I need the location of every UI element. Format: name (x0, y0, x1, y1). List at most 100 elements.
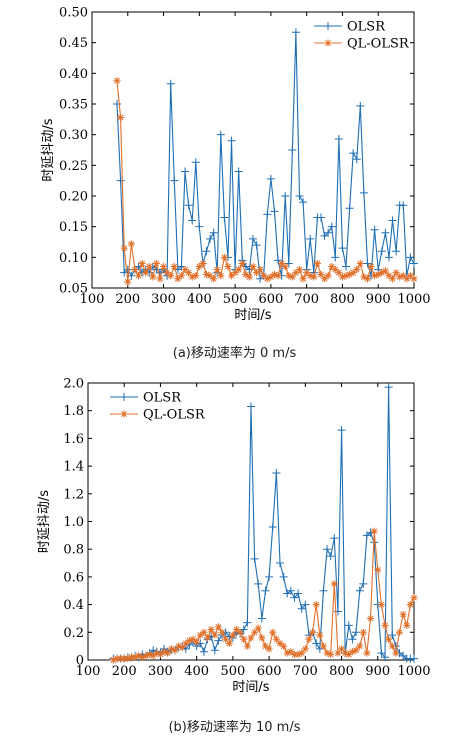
data-point (200, 628, 208, 636)
y-tick-label: 0.20 (59, 190, 88, 205)
data-point (324, 39, 332, 47)
data-point (395, 628, 404, 636)
series-line-olsr (113, 387, 414, 660)
data-point (214, 623, 222, 631)
data-point (305, 635, 313, 643)
data-point (388, 631, 397, 640)
data-point (270, 207, 279, 216)
data-point (346, 270, 354, 279)
data-point (371, 272, 379, 280)
y-tick-label: 2.0 (63, 377, 84, 392)
data-point (195, 262, 203, 271)
data-point (359, 188, 368, 197)
data-point (174, 642, 183, 650)
data-point (367, 262, 375, 271)
data-point (292, 269, 300, 277)
data-point (330, 580, 338, 588)
y-tick-label: 0.2 (63, 626, 84, 641)
data-point (120, 655, 128, 663)
y-tick-label: 0.25 (59, 159, 88, 174)
data-point (316, 631, 324, 639)
data-point (306, 272, 314, 280)
data-point (348, 648, 357, 656)
data-point (249, 262, 257, 271)
data-point (370, 527, 378, 535)
data-point (185, 269, 193, 277)
data-point (327, 222, 336, 231)
data-point (295, 192, 304, 200)
x-tick-label: 1000 (397, 292, 430, 307)
data-point (189, 635, 197, 643)
data-point (156, 275, 164, 283)
data-point (192, 272, 200, 280)
x-tick-label: 600 (257, 664, 282, 679)
y-tick-label: 1.2 (63, 487, 84, 502)
data-point (202, 270, 211, 279)
data-point (254, 579, 263, 588)
data-point (352, 646, 360, 654)
data-point (206, 234, 215, 243)
data-point (160, 648, 168, 656)
data-point (193, 638, 201, 646)
data-point (263, 275, 271, 283)
plot-frame (91, 11, 415, 289)
data-point (220, 213, 229, 222)
data-point (392, 247, 401, 256)
data-point (295, 266, 304, 274)
data-point (287, 648, 295, 656)
data-point (167, 645, 175, 653)
data-point (281, 192, 290, 200)
data-point (279, 572, 288, 581)
data-point (109, 656, 117, 664)
data-point (388, 216, 397, 225)
data-point (310, 273, 318, 281)
data-point (239, 625, 248, 634)
data-point (326, 552, 335, 561)
data-point (410, 259, 418, 268)
data-point (281, 262, 289, 271)
x-tick-label: 300 (151, 292, 176, 307)
data-point (319, 642, 328, 650)
data-point (152, 259, 160, 268)
data-point (377, 247, 386, 256)
y-tick-label: 0.15 (59, 220, 88, 235)
data-point (243, 642, 251, 650)
data-point (265, 572, 274, 581)
y-tick-label: 0.10 (59, 251, 88, 266)
x-tick-label: 200 (112, 664, 137, 679)
data-point (335, 269, 343, 277)
chart-a: 100 200 300 400 500 600 700 800 900 1000 0.05 0.10 0… (41, 6, 431, 324)
data-point (266, 174, 275, 183)
data-point (171, 646, 179, 654)
data-point (298, 649, 306, 657)
data-point (342, 272, 350, 280)
x-tick-label: 300 (148, 664, 173, 679)
data-point (256, 266, 264, 274)
data-point (181, 167, 190, 176)
data-point (410, 654, 418, 663)
data-point (252, 269, 261, 277)
data-point (265, 645, 273, 653)
data-point (338, 273, 347, 281)
x-tick-label: 500 (223, 292, 248, 307)
data-point (124, 655, 132, 663)
data-point (328, 262, 336, 271)
data-point (163, 269, 171, 277)
data-point (225, 639, 233, 647)
data-point (138, 653, 146, 661)
data-point (263, 210, 272, 219)
data-point (142, 652, 150, 660)
legend-label: QL-OLSR (347, 37, 410, 52)
data-point (120, 410, 128, 418)
data-point (242, 270, 250, 279)
data-point (166, 79, 175, 88)
y-tick-label: 0.8 (63, 543, 84, 558)
data-point (319, 586, 328, 595)
data-point (291, 28, 300, 37)
data-point (370, 225, 379, 234)
data-point (261, 642, 270, 650)
data-point (331, 266, 339, 274)
data-point (199, 259, 207, 268)
data-point (247, 402, 255, 411)
data-point (349, 149, 358, 158)
